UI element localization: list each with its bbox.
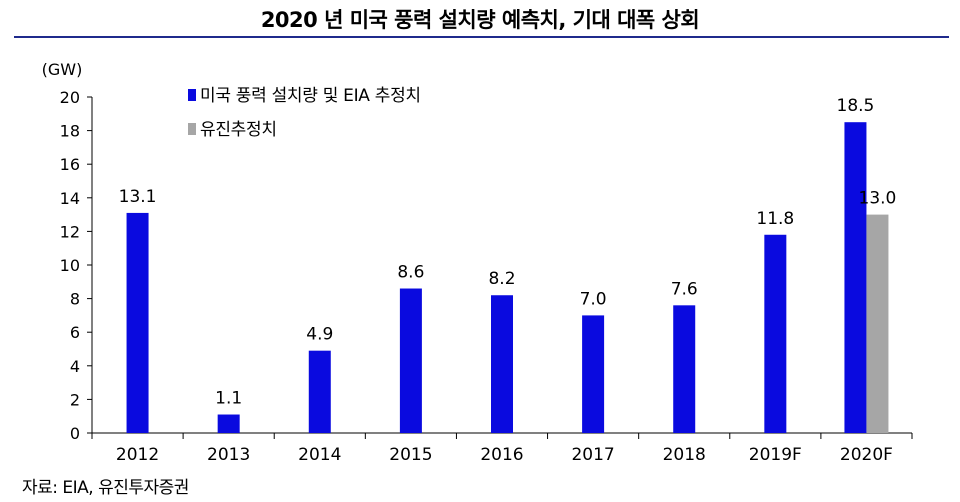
y-tick-label: 2 — [70, 390, 80, 409]
y-tick-label: 16 — [60, 155, 80, 174]
source-note: 자료: EIA, 유진투자증권 — [22, 478, 189, 498]
y-tick-label: 12 — [60, 222, 80, 241]
legend-label: 유진추정치 — [200, 120, 277, 140]
y-tick-label: 18 — [60, 122, 80, 141]
legend-swatch — [188, 123, 196, 135]
y-tick-label: 0 — [70, 424, 80, 443]
title-divider — [14, 36, 949, 38]
x-tick-label: 2018 — [663, 445, 706, 465]
x-tick-label: 2017 — [571, 445, 614, 465]
bar-series-1 — [491, 295, 513, 433]
bar-series-1 — [399, 288, 422, 433]
x-tick-label: 2020F — [840, 445, 893, 465]
data-label: 8.2 — [488, 269, 515, 289]
data-label: 18.5 — [837, 96, 875, 116]
data-label: 7.0 — [580, 289, 607, 309]
legend-swatch — [188, 89, 196, 101]
data-label: 11.8 — [756, 209, 794, 229]
x-tick-label: 2015 — [389, 445, 432, 465]
x-tick-label: 2016 — [480, 445, 523, 465]
x-tick-label: 2013 — [207, 445, 250, 465]
y-tick-label: 10 — [60, 256, 80, 275]
x-tick-label: 2019F — [749, 445, 802, 465]
y-tick-label: 8 — [70, 290, 80, 309]
bar-series-1 — [844, 122, 867, 433]
data-label: 1.1 — [215, 389, 242, 409]
y-tick-label: 14 — [60, 189, 80, 208]
bar-series-2 — [866, 214, 889, 433]
bar-series-1 — [217, 414, 240, 433]
data-label: 13.0 — [859, 189, 897, 209]
bar-series-1 — [126, 212, 149, 433]
x-tick-label: 2014 — [298, 445, 341, 465]
bar-series-1 — [308, 350, 331, 433]
y-tick-label: 6 — [70, 323, 80, 342]
data-label: 8.6 — [397, 263, 424, 283]
data-label: 4.9 — [306, 325, 333, 345]
data-label: 7.6 — [671, 279, 698, 299]
y-tick-label: 4 — [70, 357, 80, 376]
bar-series-1 — [673, 305, 696, 433]
bar-series-1 — [764, 234, 787, 433]
y-axis-unit-label: (GW) — [42, 60, 83, 79]
y-tick-label: 20 — [60, 88, 80, 107]
bar-series-1 — [582, 315, 605, 433]
chart-title: 2020 년 미국 풍력 설치량 예측치, 기대 대폭 상회 — [260, 8, 700, 32]
data-label: 13.1 — [119, 187, 157, 207]
legend-label: 미국 풍력 설치량 및 EIA 추정치 — [200, 86, 421, 106]
x-tick-label: 2012 — [116, 445, 159, 465]
